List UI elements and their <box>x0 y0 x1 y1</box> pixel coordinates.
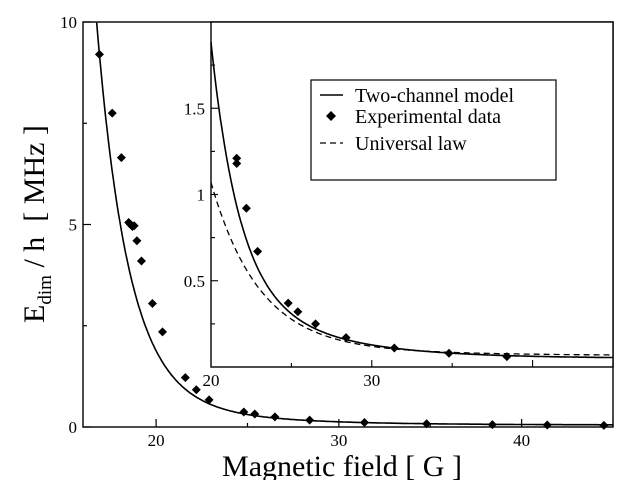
inset-data-point <box>293 307 303 317</box>
main-data-point <box>422 419 432 429</box>
legend-diamond-marker <box>326 111 336 121</box>
legend-label-universal: Universal law <box>355 133 467 155</box>
inset-background <box>211 22 613 367</box>
inset-data-point <box>502 352 512 362</box>
main-data-point <box>132 236 142 246</box>
inset-chart: 20 30 0.511.5 Two-channel model Experimen… <box>184 21 614 390</box>
main-x-tick-label: 30 <box>330 431 347 450</box>
inset-y-tick-label: 1 <box>197 186 206 205</box>
inset-universal-law-curve <box>210 182 613 356</box>
inset-data-point <box>241 203 251 213</box>
main-data-point <box>270 412 280 422</box>
main-data-point <box>158 327 167 337</box>
main-y-tick-label: 0 <box>69 418 78 437</box>
main-x-tick-label: 20 <box>148 431 165 450</box>
inset-data-point <box>283 298 293 308</box>
inset-data-point <box>389 343 399 353</box>
main-data-point <box>204 395 214 405</box>
inset-y-tick-labels: 0.5 1 1.5 <box>184 99 205 291</box>
x-axis-title: Magnetic field [ G ] <box>222 450 462 480</box>
inset-ticks-group <box>211 64 614 367</box>
inset-x-tick-label: 30 <box>363 371 380 390</box>
main-data-point <box>250 409 260 419</box>
inset-y-tick-label: 1.5 <box>184 99 205 118</box>
legend-box <box>310 79 557 181</box>
inset-points-group <box>232 153 512 362</box>
legend-label-two-channel: Two-channel model <box>355 85 515 107</box>
legend: Two-channel model Experimental data Univ… <box>310 79 557 181</box>
inset-curves-group <box>210 42 613 359</box>
main-x-tick-labels: 20 30 40 <box>148 431 531 450</box>
main-y-tick-labels: 0 5 10 <box>60 13 77 437</box>
main-y-tick-label: 10 <box>60 13 77 32</box>
inset-data-point <box>444 348 454 358</box>
y-axis-title-rest: / h [ MHz ] <box>18 125 51 275</box>
main-data-point <box>129 221 139 231</box>
inset-data-point <box>341 333 351 343</box>
main-data-point <box>487 420 497 430</box>
main-data-point <box>542 420 552 430</box>
y-axis-title-sub: dim <box>35 275 56 305</box>
main-curve-group <box>95 22 613 426</box>
inset-x-tick-label: 20 <box>203 371 220 390</box>
main-x-tick-label: 40 <box>513 431 530 450</box>
main-data-point <box>305 415 315 425</box>
main-data-point <box>180 373 190 383</box>
main-data-point <box>107 108 117 118</box>
main-points-group <box>94 49 609 430</box>
y-axis-title: Edim / h [ MHz ] <box>18 125 56 323</box>
main-data-point <box>239 407 249 417</box>
main-two-channel-curve <box>95 22 613 426</box>
main-data-point <box>147 298 157 308</box>
inset-data-point <box>311 319 321 329</box>
main-data-point <box>116 153 126 163</box>
inset-y-tick-label: 0.5 <box>184 272 205 291</box>
y-axis-title-main: E <box>18 305 51 323</box>
legend-label-experimental: Experimental data <box>355 106 501 128</box>
main-data-point <box>191 385 201 395</box>
main-y-tick-label: 5 <box>69 216 78 235</box>
main-data-point <box>599 420 609 430</box>
inset-x-tick-labels: 20 30 <box>203 371 381 390</box>
inset-data-point <box>232 153 242 163</box>
main-data-point <box>94 49 104 59</box>
main-data-point <box>359 418 369 428</box>
inset-two-channel-curve <box>210 42 613 359</box>
inset-data-point <box>253 246 263 256</box>
inset-data-point <box>232 158 242 168</box>
main-ticks-group <box>83 21 614 428</box>
main-data-point <box>136 256 146 266</box>
